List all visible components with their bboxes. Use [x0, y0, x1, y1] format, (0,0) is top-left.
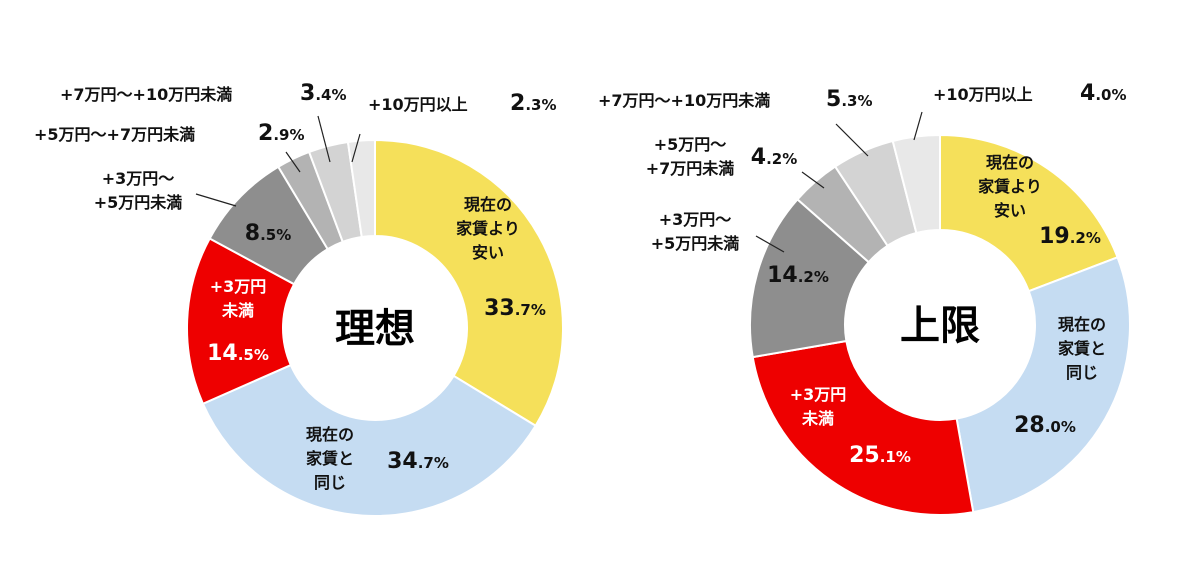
- slice-label: 未満: [801, 409, 834, 428]
- leader-line: [285, 151, 301, 173]
- slice-label: 現在の: [464, 195, 512, 214]
- slice-label: +5万円～: [654, 135, 727, 154]
- slice-label: +3万円～: [102, 169, 175, 188]
- leader-line: [913, 111, 923, 141]
- slice-label: +10万円以上: [368, 95, 468, 114]
- slice-label: 家賃より: [978, 177, 1042, 196]
- slice-value: 5.3%: [826, 87, 872, 112]
- slice-3: [751, 339, 975, 516]
- leader-line: [351, 133, 361, 163]
- slice-label: +5万円未満: [651, 234, 740, 253]
- slice-value: 4.0%: [1080, 81, 1126, 106]
- leader-line: [755, 235, 785, 253]
- slice-label: 同じ: [1066, 363, 1098, 382]
- slice-label: +5万円未満: [94, 193, 183, 212]
- slice-label: 現在の: [986, 153, 1034, 172]
- slice-1: [939, 133, 1119, 293]
- slice-value: 2.3%: [510, 91, 556, 116]
- leader-line: [835, 123, 869, 157]
- slice-value: 28.0%: [1014, 413, 1076, 438]
- leader-line: [801, 171, 825, 189]
- slice-label: 家賃と: [306, 449, 354, 468]
- slice-label: +3万円～: [659, 210, 732, 229]
- slice-value: 14.5%: [207, 341, 269, 366]
- slice-value: 25.1%: [849, 443, 911, 468]
- slice-2: [955, 255, 1131, 514]
- slice-value: 2.9%: [258, 121, 304, 146]
- slice-label: +3万円: [210, 277, 267, 296]
- slice-7: [891, 133, 941, 235]
- slice-label: 現在の: [306, 425, 354, 444]
- slice-label: +3万円: [790, 385, 847, 404]
- slice-value: 4.2%: [751, 145, 797, 170]
- slice-value: 34.7%: [387, 449, 449, 474]
- chart-center-title: 上限: [900, 303, 980, 349]
- slice-value: 8.5%: [245, 221, 291, 246]
- slice-2: [201, 363, 537, 517]
- donut-chart-2: 上限現在の家賃より安い19.2%現在の家賃と同じ28.0%+3万円未満25.1%…: [598, 81, 1131, 516]
- slice-label: 家賃より: [456, 219, 520, 238]
- slice-value: 14.2%: [767, 263, 829, 288]
- slice-label: 現在の: [1058, 315, 1106, 334]
- slice-1: [374, 138, 564, 428]
- slice-label: 安い: [994, 201, 1026, 220]
- slice-label: 未満: [221, 301, 254, 320]
- slice-value: 33.7%: [484, 296, 546, 321]
- slice-label: 同じ: [314, 473, 346, 492]
- slice-value: 3.4%: [300, 81, 346, 106]
- slice-value: 19.2%: [1039, 224, 1101, 249]
- slice-label: +7万円～+10万円未満: [598, 91, 770, 110]
- slice-label: +10万円以上: [933, 85, 1033, 104]
- chart-center-title: 理想: [335, 306, 415, 352]
- slice-label: 安い: [472, 243, 504, 262]
- slice-label: +7万円～+10万円未満: [60, 85, 232, 104]
- leader-line: [195, 193, 237, 207]
- leader-line: [317, 115, 331, 163]
- donut-chart-1: 理想現在の家賃より安い33.7%現在の家賃と同じ34.7%+3万円未満14.5%…: [34, 81, 564, 517]
- slice-7: [346, 138, 376, 239]
- slice-label: +7万円未満: [646, 159, 735, 178]
- slice-label: 家賃と: [1058, 339, 1106, 358]
- slice-label: +5万円～+7万円未満: [34, 125, 195, 144]
